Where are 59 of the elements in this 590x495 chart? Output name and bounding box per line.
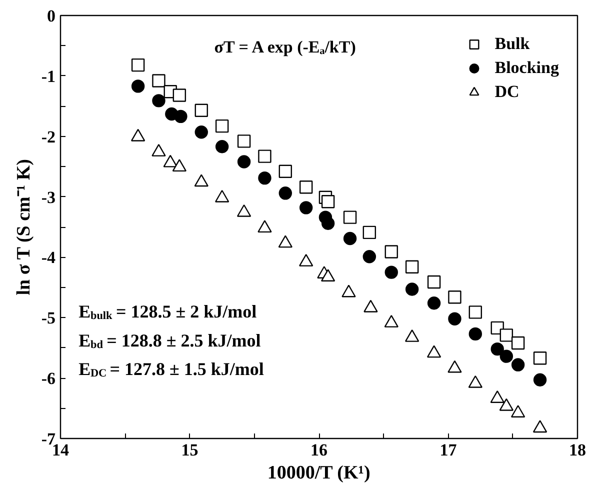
point [258,171,272,185]
point [131,58,145,72]
point [384,266,398,279]
x-tick-label: 15 [181,440,198,460]
point [448,290,462,304]
point [500,350,514,363]
point [172,88,186,102]
point [427,275,441,289]
x-axis-title: 10000/T (K¹) [267,462,370,484]
point [215,140,229,154]
point [405,282,419,296]
y-axis-title: ln σ T (S cm⁻¹ K) [13,159,34,296]
point [215,119,229,133]
x-tick-label: 16 [310,440,328,460]
y-tick-label: -2 [41,127,56,146]
point [405,260,419,274]
point [237,134,251,148]
y-tick-label: 0 [47,6,56,26]
point [152,94,166,108]
legend-label: DC [494,82,520,102]
point [278,186,292,200]
point [194,104,208,117]
x-tick-label: 17 [440,440,458,460]
x-tick-label: 14 [52,440,70,460]
y-tick-label: -1 [41,66,56,86]
y-tick-label: -6 [41,369,56,388]
point [511,336,525,350]
point [511,358,525,372]
point [194,126,208,139]
legend-label: Blocking [494,58,559,78]
y-tick-label: -5 [41,308,56,328]
point [131,80,145,93]
y-tick-label: -4 [41,248,56,268]
point [362,226,376,240]
point [321,216,335,230]
point [533,373,547,386]
point [258,150,272,163]
point [278,164,292,178]
y-tick-label: -3 [41,188,56,207]
point [343,210,357,224]
point [468,327,482,341]
point [362,250,376,264]
point [384,245,398,258]
point [299,180,313,194]
point [533,352,547,365]
legend-label: Bulk [494,34,530,54]
point [468,306,482,319]
point [174,110,188,124]
point [427,296,441,310]
point [490,342,504,356]
point [343,232,357,246]
point [500,328,514,342]
point [448,312,462,326]
annotation: σT = A exp (-Eₐ/kT) [214,38,356,57]
point [321,195,335,208]
point [152,74,166,88]
point [237,155,251,168]
x-tick-label: 18 [569,440,586,460]
point [299,201,313,214]
